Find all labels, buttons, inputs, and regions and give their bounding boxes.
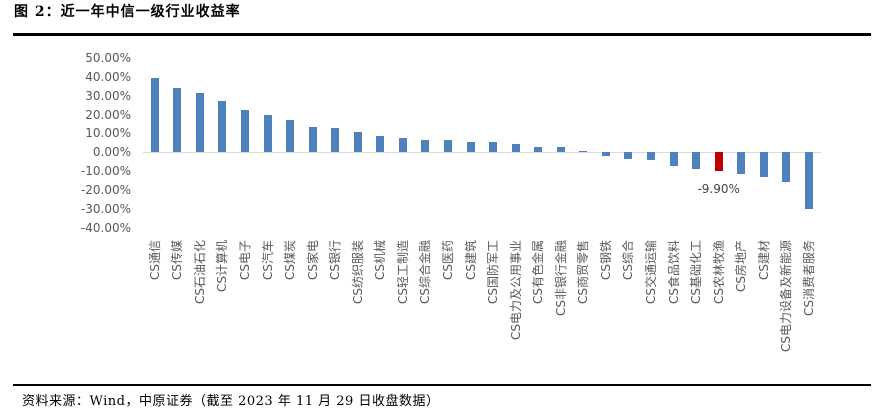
bar <box>173 88 182 153</box>
footer-divider-rule <box>13 384 871 386</box>
x-axis-label: CS交通运输 <box>644 240 659 304</box>
figure-title: 图 2：近一年中信一级行业收益率 <box>14 4 241 20</box>
x-axis-label: CS电力及公用事业 <box>508 240 523 340</box>
bar <box>601 152 610 156</box>
x-axis-label: CS消费者服务 <box>801 240 816 316</box>
x-axis-label: CS非银行金融 <box>553 240 568 316</box>
x-axis-label: CS农林牧渔 <box>711 240 726 304</box>
x-axis-label: CS机械 <box>373 240 388 280</box>
bar <box>286 119 295 153</box>
bar <box>647 152 656 161</box>
bar <box>240 109 249 153</box>
bar <box>624 152 633 159</box>
x-axis-label: CS电力设备及新能源 <box>779 240 794 352</box>
bar <box>782 152 791 183</box>
title-divider-rule <box>13 33 871 36</box>
x-axis-label: CS医药 <box>440 240 455 280</box>
bar <box>150 78 159 153</box>
x-axis-label: CS建筑 <box>463 240 478 280</box>
bar <box>331 127 340 153</box>
bar <box>263 115 272 153</box>
y-axis-tick-label: 0.00% <box>92 145 131 160</box>
bar <box>804 152 813 209</box>
x-axis-label: CS综合金融 <box>418 240 433 304</box>
x-axis-label: CS综合 <box>621 240 636 280</box>
y-axis-tick-label: 40.00% <box>85 69 131 84</box>
bar <box>556 147 565 153</box>
x-axis-label: CS通信 <box>147 240 162 280</box>
y-axis-tick-label: 30.00% <box>85 88 131 103</box>
bar <box>511 143 520 153</box>
x-axis-label: CS纺织服装 <box>350 240 365 304</box>
x-axis-label: CS基础化工 <box>689 240 704 304</box>
bar <box>714 152 723 171</box>
bar <box>443 140 452 153</box>
x-axis-label: CS钢铁 <box>598 240 613 280</box>
x-axis-label: CS建材 <box>756 240 771 280</box>
x-axis-label: CS房地产 <box>734 240 749 292</box>
data-label: -9.90% <box>697 182 740 196</box>
source-note: 资料来源：Wind，中原证券（截至 2023 年 11 月 29 日收盘数据） <box>22 394 440 409</box>
y-axis-tick-label: -20.00% <box>80 183 131 198</box>
bar <box>218 101 227 153</box>
y-axis-tick-label: 50.00% <box>85 50 131 65</box>
bar <box>759 152 768 178</box>
x-axis-label: CS银行 <box>328 240 343 280</box>
y-axis-tick-label: 20.00% <box>85 107 131 122</box>
y-axis-tick-label: -10.00% <box>80 164 131 179</box>
bar <box>195 93 204 153</box>
y-axis-tick-label: -40.00% <box>80 220 131 235</box>
bar <box>353 132 362 153</box>
bar <box>534 147 543 153</box>
bar <box>669 152 678 166</box>
bar <box>421 140 430 153</box>
bar <box>737 152 746 175</box>
bar <box>466 142 475 153</box>
x-axis-label: CS食品饮料 <box>666 240 681 304</box>
zero-axis-line <box>143 151 821 154</box>
x-axis-label: CS家电 <box>305 240 320 280</box>
x-axis-label: CS国防军工 <box>486 240 501 304</box>
bar <box>308 127 317 153</box>
y-axis-tick-label: -30.00% <box>80 201 131 216</box>
x-axis-label: CS汽车 <box>260 240 275 280</box>
bar <box>398 137 407 153</box>
x-axis-label: CS传媒 <box>170 240 185 280</box>
x-axis-label: CS石油石化 <box>192 240 207 304</box>
bar <box>376 136 385 153</box>
x-axis-label: CS轻工制造 <box>395 240 410 304</box>
bar <box>489 142 498 153</box>
x-axis-label: CS计算机 <box>215 240 230 292</box>
bar <box>692 152 701 169</box>
x-axis-label: CS有色金属 <box>531 240 546 304</box>
bar <box>579 151 588 153</box>
x-axis-label: CS煤炭 <box>283 240 298 280</box>
x-axis-label: CS电子 <box>237 240 252 280</box>
y-axis-tick-label: 10.00% <box>85 126 131 141</box>
x-axis-label: CS商贸零售 <box>576 240 591 304</box>
